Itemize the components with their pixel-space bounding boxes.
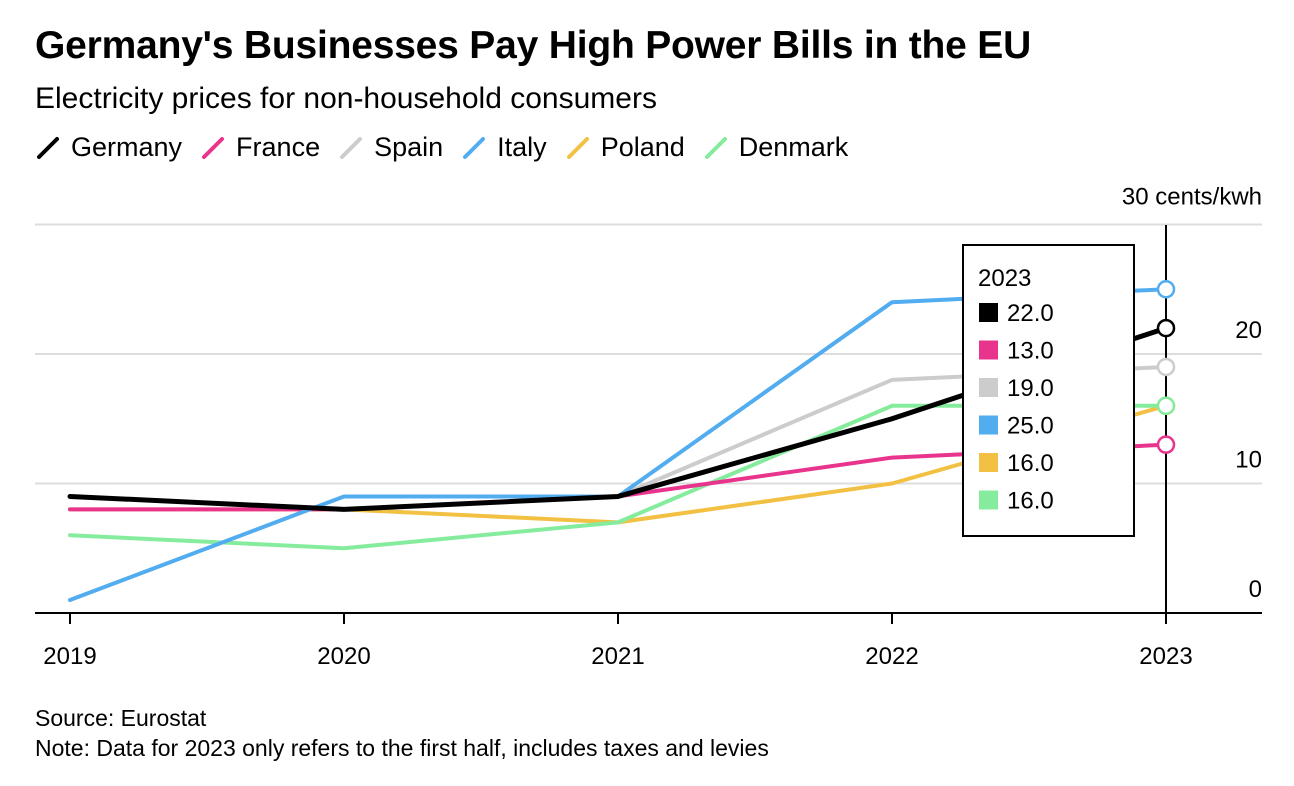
legend-item-poland: Poland: [565, 132, 685, 163]
point-marker-denmark[interactable]: [1156, 396, 1176, 416]
tooltip-year: 2023: [978, 265, 1031, 292]
point-marker-italy[interactable]: [1156, 280, 1176, 299]
legend-item-italy: Italy: [461, 132, 547, 163]
tooltip-value: 16.0: [1007, 488, 1054, 515]
footnote: Note: Data for 2023 only refers to the f…: [35, 735, 769, 761]
chart-footer: Source: Eurostat Note: Data for 2023 onl…: [35, 703, 769, 763]
legend-label: Denmark: [738, 132, 849, 162]
legend-item-denmark: Denmark: [703, 132, 849, 163]
tooltip-swatch: [979, 303, 998, 322]
legend-label: Poland: [600, 132, 685, 162]
y-tick-label: 30 cents/kwh: [1122, 184, 1262, 211]
legend-label: Germany: [71, 132, 183, 162]
x-tick-label: 2021: [591, 643, 644, 670]
line-chart: 30 cents/kwh 20 10 0 2019 2020 2021 2022 2023 202…: [35, 184, 1262, 670]
point-marker-france[interactable]: [1156, 435, 1176, 454]
chart-title: Germany's Businesses Pay High Power Bill…: [35, 24, 1032, 67]
legend-label: Spain: [374, 132, 444, 162]
tooltip-value: 13.0: [1007, 338, 1054, 365]
legend-item-germany: Germany: [35, 132, 182, 163]
legend-swatch-france: [202, 136, 225, 159]
point-marker-spain[interactable]: [1156, 357, 1176, 377]
legend-swatch-denmark: [704, 136, 727, 159]
x-tick-label: 2019: [43, 643, 96, 670]
tooltip-value: 25.0: [1007, 413, 1054, 440]
tooltip-value: 16.0: [1007, 450, 1054, 477]
legend-swatch-italy: [463, 136, 486, 159]
x-tick-label: 2022: [865, 643, 918, 670]
x-tick-label: 2023: [1139, 643, 1192, 670]
legend-swatch-poland: [566, 136, 589, 159]
legend-swatch-spain: [340, 136, 363, 159]
chart-subtitle: Electricity prices for non-household con…: [35, 82, 657, 115]
legend-item-spain: Spain: [338, 132, 443, 163]
y-tick-label: 20: [1235, 317, 1262, 344]
point-marker-germany[interactable]: [1156, 318, 1176, 338]
x-tick-label: 2020: [317, 643, 370, 670]
legend-label: France: [236, 132, 321, 162]
legend-item-france: France: [200, 132, 320, 163]
tooltip-value: 19.0: [1007, 375, 1054, 402]
tooltip-swatch: [979, 378, 998, 397]
tooltip-swatch: [979, 453, 998, 472]
legend-label: Italy: [497, 132, 547, 162]
tooltip-value: 22.0: [1007, 300, 1054, 327]
tooltip-swatch: [979, 340, 998, 360]
tooltip-swatch: [979, 415, 998, 435]
legend-swatch-germany: [37, 136, 59, 159]
y-tick-label: 10: [1235, 447, 1262, 474]
y-tick-label: 0: [1249, 576, 1262, 603]
tooltip-swatch: [979, 490, 998, 510]
chart-legend: Germany France Spain Italy Poland Denmark: [35, 132, 866, 163]
source-note: Source: Eurostat: [35, 705, 207, 731]
